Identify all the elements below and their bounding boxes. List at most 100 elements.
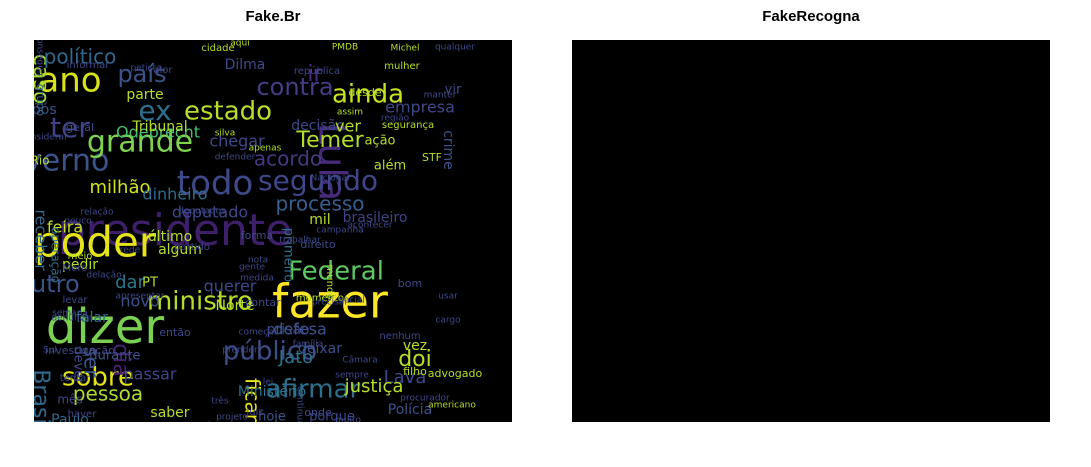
- word-cloud-word: deputado: [172, 203, 248, 222]
- word-cloud-word: gente: [239, 263, 265, 273]
- word-cloud-word: acordo: [254, 147, 322, 171]
- word-cloud-word: Moro: [63, 263, 88, 274]
- word-cloud-word: considerar: [34, 133, 68, 143]
- word-cloud-word: projeto: [216, 413, 248, 423]
- word-cloud-word: país: [117, 60, 166, 88]
- word-cloud-word: Câmara: [342, 356, 377, 366]
- word-cloud-word: usar: [438, 292, 458, 302]
- chart-title: FakeRecogna: [762, 8, 860, 25]
- word-cloud-word: chamar: [203, 421, 237, 423]
- word-cloud-word: ministro: [147, 287, 253, 317]
- word-cloud-word: ano: [38, 61, 101, 101]
- word-cloud-word: chegar: [209, 132, 265, 151]
- word-cloud-word: pedir: [62, 257, 98, 273]
- word-cloud-word: justiça: [344, 376, 404, 397]
- word-cloud-word: denúncia: [51, 314, 92, 324]
- word-cloud-word: parte: [126, 87, 163, 103]
- word-cloud-word: onde: [304, 406, 332, 419]
- word-cloud-word: STF: [422, 151, 442, 164]
- word-cloud-word: Brasil: [34, 369, 53, 422]
- word-cloud-word: apenas: [249, 144, 282, 154]
- word-cloud-word: ver: [335, 117, 361, 136]
- word-cloud-word: americano: [428, 401, 476, 411]
- word-cloud-word: informar: [67, 60, 111, 71]
- word-cloud-word: assim: [337, 108, 363, 118]
- word-cloud-word: então: [159, 326, 191, 339]
- word-cloud-word: pouco: [64, 217, 92, 227]
- word-cloud-word: nenhum: [379, 331, 420, 342]
- word-cloud-word: procurador: [400, 394, 450, 404]
- word-cloud-word: momento: [296, 293, 344, 304]
- word-cloud-word: três: [211, 396, 229, 407]
- word-cloud-word: Norte: [216, 298, 255, 314]
- word-cloud-word: ex: [138, 94, 171, 127]
- word-cloud-word: processo: [275, 192, 364, 216]
- word-cloud-word: fazer: [272, 275, 388, 329]
- word-cloud-word: haver: [68, 409, 98, 420]
- word-cloud-word: continuar: [295, 387, 305, 422]
- word-cloud-word: valor: [147, 65, 173, 76]
- word-cloud-word: advogado: [428, 367, 483, 380]
- word-cloud-word: ser: [80, 347, 104, 379]
- word-cloud-word: tentar: [60, 373, 91, 384]
- word-cloud-word: ficar: [241, 378, 265, 422]
- word-cloud-word: passar: [123, 365, 176, 384]
- word-cloud-word: muito: [335, 416, 362, 423]
- word-cloud-word: nota: [248, 256, 268, 266]
- word-cloud-word: relação: [80, 208, 114, 218]
- word-cloud-word: dia: [108, 343, 133, 377]
- word-cloud-word: mês: [57, 393, 82, 407]
- word-cloud-canvas: presidente dizer fazer poder ano Lula todo gove…: [34, 40, 483, 423]
- word-cloud-word: Dilma: [225, 57, 266, 73]
- word-cloud-word: Ministério: [238, 384, 306, 400]
- word-cloud-word: silva: [215, 129, 236, 139]
- word-cloud-word: medida: [240, 274, 274, 284]
- word-cloud-word: Tribunal: [131, 119, 187, 135]
- word-cloud-word: doi: [398, 347, 432, 372]
- word-cloud-word: Jato: [278, 347, 313, 368]
- word-cloud-word: querer: [204, 277, 257, 296]
- word-cloud-word: empresa: [385, 98, 455, 117]
- word-cloud-word: PT: [142, 276, 158, 291]
- word-cloud-word: qualquer: [435, 43, 475, 53]
- word-cloud-word: sobre: [62, 363, 134, 393]
- word-cloud-word: receber: [34, 209, 51, 271]
- word-cloud-word: Lava: [384, 367, 427, 388]
- word-cloud-word: ainda: [332, 80, 404, 110]
- word-cloud-word: aqui: [230, 40, 249, 49]
- word-cloud-word: algum: [158, 242, 202, 258]
- word-cloud-word: filho: [403, 365, 427, 378]
- word-cloud-word: último: [148, 229, 192, 245]
- word-cloud-word: Lula: [311, 123, 355, 201]
- word-cloud-word: PMDB: [332, 43, 358, 53]
- word-cloud-word: afirmar: [266, 375, 361, 405]
- word-cloud-word: mulher: [384, 61, 420, 72]
- word-cloud-word: feira: [47, 218, 83, 237]
- word-cloud-word: todo: [177, 164, 254, 204]
- word-cloud-word: Odebrecht: [116, 123, 200, 142]
- word-cloud-word: vez: [403, 338, 427, 354]
- word-cloud-word: além: [374, 159, 406, 174]
- word-cloud-word: bom: [398, 277, 422, 290]
- word-cloud-word: Federal: [288, 257, 384, 287]
- word-cloud-word: decisão: [291, 118, 345, 134]
- word-cloud-word: público: [223, 337, 317, 367]
- word-cloud-word: após: [34, 102, 57, 118]
- word-cloud-word: juiz: [245, 407, 263, 418]
- word-cloud-word: durante: [89, 349, 140, 364]
- word-cloud-word: cidade: [201, 43, 234, 54]
- word-cloud-word: ir: [307, 62, 323, 87]
- word-cloud-word: vir: [445, 83, 462, 98]
- word-cloud-word: geral: [66, 121, 94, 134]
- word-cloud-word: Nacional: [311, 174, 350, 184]
- word-cloud-word: Paulo: [51, 412, 89, 422]
- word-cloud-word: dever: [71, 346, 86, 384]
- word-cloud-word: começar: [239, 328, 278, 338]
- word-cloud-plot: presidente dizer fazer poder ano Lula todo gove…: [34, 40, 512, 422]
- word-cloud-plot: presidentevacinarcoronavíruscovid19bolso…: [572, 40, 1050, 422]
- word-cloud-word: delação: [86, 271, 122, 281]
- word-cloud-word: trabalhar: [279, 236, 321, 246]
- word-cloud-word: apresentar: [116, 292, 165, 302]
- word-cloud-word: primeiro: [281, 228, 296, 283]
- word-cloud-word: prender: [222, 346, 258, 356]
